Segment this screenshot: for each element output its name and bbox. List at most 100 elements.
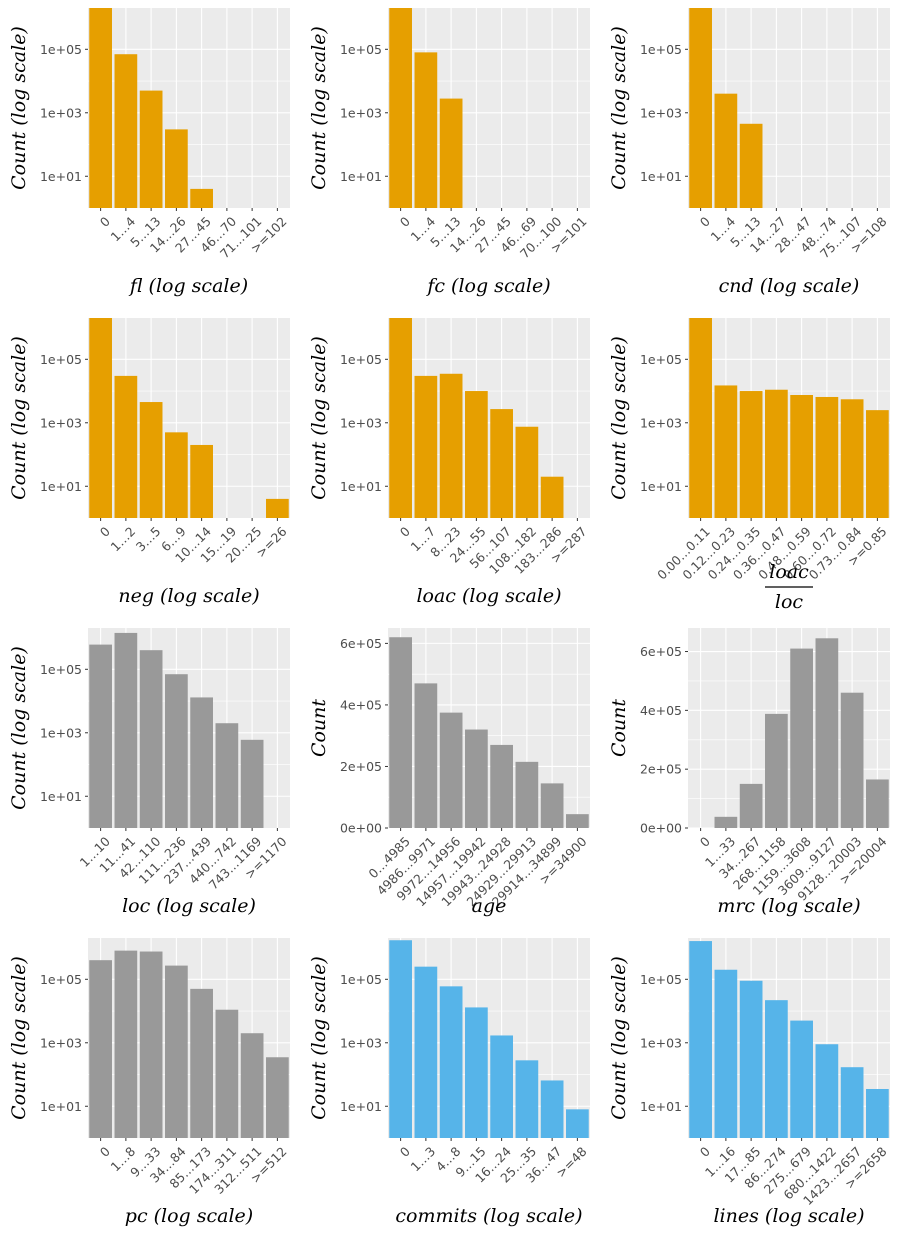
y-axis-label: Count (log scale): [8, 336, 30, 500]
chart-svg: 1e+011e+031e+050.00…0.110.12…0.230.24…0.…: [608, 318, 890, 613]
y-tick-label: 1e+05: [340, 972, 382, 987]
y-tick-label: 1e+03: [640, 1035, 682, 1050]
bar: [866, 1088, 889, 1138]
x-tick-label: 0: [97, 524, 113, 540]
bar: [689, 941, 712, 1138]
chart-svg: 1e+011e+031e+0501…34…89…1516…2425…3536…4…: [308, 938, 590, 1227]
bar: [139, 402, 163, 518]
y-tick-label: 4e+05: [340, 697, 382, 712]
y-axis-label: Count (log scale): [8, 646, 30, 810]
bar: [790, 1020, 813, 1138]
x-tick-label: 0: [697, 834, 713, 850]
x-axis-label: neg (log scale): [118, 585, 259, 607]
y-tick-label: 1e+01: [640, 1099, 682, 1114]
chart-panel-2: 1e+01 1e+03 1e+05 0 1…4 5…13 14…27 28…47 48…74 75…: [600, 0, 900, 310]
bar: [540, 476, 564, 518]
x-tick-label: 1…3: [407, 1144, 438, 1175]
y-tick-label: 2e+05: [340, 759, 382, 774]
y-tick-label: 1e+01: [40, 479, 82, 494]
y-tick-label: 1e+01: [640, 479, 682, 494]
y-tick-label: 4e+05: [640, 703, 682, 718]
bar: [165, 129, 188, 208]
y-tick-label: 1e+05: [40, 42, 82, 57]
bar: [139, 951, 163, 1138]
bar: [815, 638, 839, 828]
chart-svg: 1e+011e+031e+051…1011…4142…110111…236237…: [8, 628, 290, 917]
chart-panel-0: 1e+01 1e+03 1e+05 0 1…4 5…13 14…26 27…45 46…70 71…: [0, 0, 300, 310]
y-tick-label: 1e+03: [340, 105, 382, 120]
chart-panel-11: 1e+01 1e+03 1e+05 0 1…16 17…85 86…274 275…679 68…: [600, 930, 900, 1240]
bar: [515, 761, 539, 828]
y-tick-label: 1e+01: [40, 789, 82, 804]
y-tick-label: 2e+05: [640, 762, 682, 777]
bar: [714, 93, 738, 208]
chart-panel-3: 1e+01 1e+03 1e+05 0 1…2 3…5 6…9 10…14 15…19 20…25…: [0, 310, 300, 620]
y-tick-label: 1e+05: [340, 352, 382, 367]
x-tick-label: 1…2: [107, 524, 138, 555]
bar: [490, 1035, 513, 1138]
y-tick-label: 1e+03: [40, 725, 82, 740]
y-tick-label: 1e+05: [340, 42, 382, 57]
bar: [465, 729, 488, 828]
x-axis-label: loac (log scale): [416, 585, 561, 607]
x-axis-label: lines (log scale): [713, 1205, 864, 1227]
bar: [139, 90, 163, 208]
chart-svg: 1e+011e+031e+0501…89…3334…8485…173174…31…: [8, 938, 290, 1227]
bar: [840, 1067, 864, 1138]
bar: [190, 188, 213, 208]
bar: [414, 375, 438, 518]
y-tick-label: 1e+01: [40, 169, 82, 184]
bar: [414, 966, 438, 1138]
x-tick-label: 0: [97, 214, 113, 230]
chart-panel-6: 1e+01 1e+03 1e+05 1…10 11…41 42…110 111…236 237…: [0, 620, 300, 930]
bar: [815, 396, 839, 518]
y-axis-label: Count (log scale): [308, 336, 330, 500]
bar: [389, 940, 412, 1138]
x-tick-label: 0: [397, 1144, 413, 1160]
chart-svg: 1e+011e+031e+0501…23…56…910…1415…1920…25…: [8, 318, 290, 607]
x-tick-label: 0: [97, 1144, 113, 1160]
bar: [714, 816, 738, 828]
bar: [266, 1057, 289, 1138]
bar: [790, 648, 813, 828]
bar: [465, 391, 488, 518]
y-axis-label: Count (log scale): [608, 956, 630, 1120]
chart-panel-1: 1e+01 1e+03 1e+05 0 1…4 5…13 14…26 27…45 46…69 70…: [300, 0, 600, 310]
bar: [840, 692, 864, 828]
bar: [89, 8, 112, 208]
y-axis-label: Count (log scale): [8, 956, 30, 1120]
x-tick-label: 3…5: [133, 524, 164, 555]
bar: [414, 52, 438, 208]
y-axis-label: Count: [308, 699, 330, 757]
y-tick-label: 1e+03: [40, 415, 82, 430]
y-tick-label: 6e+05: [640, 644, 682, 659]
x-axis-label-numerator: loac: [769, 561, 809, 583]
bar: [414, 683, 438, 828]
bar: [165, 965, 188, 1138]
y-tick-label: 1e+03: [340, 1035, 382, 1050]
x-tick-label: 0: [397, 214, 413, 230]
y-tick-label: 1e+05: [40, 352, 82, 367]
y-tick-label: 1e+05: [40, 662, 82, 677]
bar: [89, 318, 112, 518]
chart-panel-8: 0e+00 2e+05 4e+05 6e+05 0 1…33 34…267 268…1158 1…: [600, 620, 900, 930]
y-axis-label: Count (log scale): [608, 336, 630, 500]
y-tick-label: 1e+05: [640, 352, 682, 367]
chart-svg: 0e+002e+054e+056e+050…49854986…99719972……: [308, 628, 590, 917]
bar: [139, 650, 163, 828]
bar: [739, 391, 763, 518]
bar: [490, 744, 513, 828]
x-axis-label: loc (log scale): [122, 895, 256, 917]
chart-svg: 1e+011e+031e+0501…45…1314…2728…4748…7475…: [608, 8, 890, 297]
chart-svg: 1e+011e+031e+0501…1617…8586…274275…67968…: [608, 938, 890, 1227]
bar: [240, 1033, 264, 1138]
x-axis-label: fl (log scale): [128, 275, 248, 297]
bar: [739, 980, 763, 1138]
bar: [515, 426, 539, 518]
bar: [240, 739, 264, 828]
y-tick-label: 1e+01: [340, 1099, 382, 1114]
chart-svg: 1e+011e+031e+0501…45…1314…2627…4546…6970…: [308, 8, 590, 297]
bar: [439, 373, 463, 518]
bar: [566, 1109, 589, 1138]
